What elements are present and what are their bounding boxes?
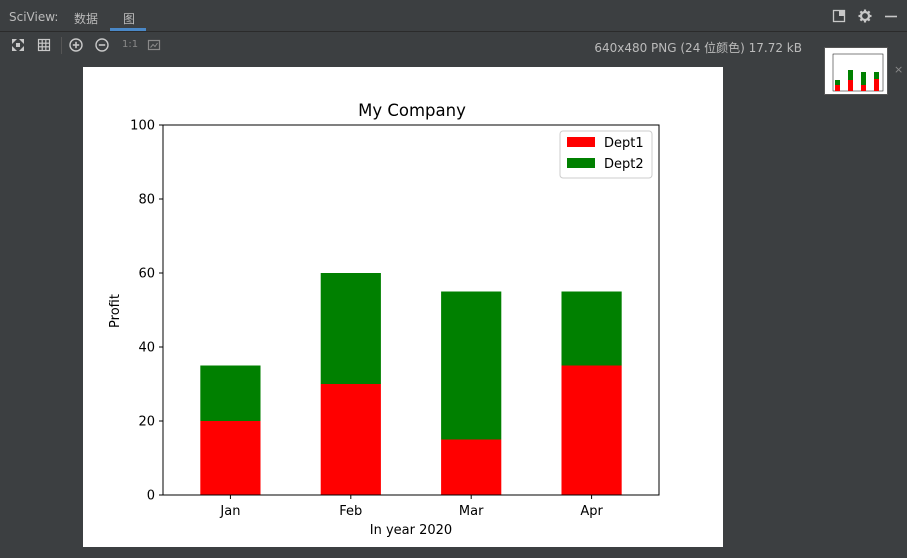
fit-to-window-icon[interactable] [11, 38, 25, 52]
tab-plots[interactable]: 图 [123, 12, 136, 26]
image-toolbar: 1:1 640x480 PNG (24 位颜色) 17.72 kB [0, 33, 907, 59]
stacked-bar-chart: My Company 0 20 40 60 80 100 Jan Feb Mar Apr In … [108, 101, 660, 538]
y-tick-label: 40 [138, 341, 155, 356]
tab-data[interactable]: 数据 [74, 12, 99, 26]
bars-layer [200, 273, 622, 495]
y-axis-label: Profit [108, 294, 123, 328]
legend-label-dept2: Dept2 [604, 157, 644, 172]
image-viewer-canvas[interactable]: My Company 0 20 40 60 80 100 Jan Feb Mar Apr In … [83, 67, 723, 547]
zoom-in-icon[interactable] [69, 38, 83, 52]
plot-frame [162, 124, 660, 496]
legend: Dept1 Dept2 [559, 130, 653, 179]
bar-dept1-apr [561, 365, 622, 495]
y-tick-label: 100 [130, 119, 155, 134]
thumbnail-chart-preview [832, 53, 884, 92]
y-tick-label: 20 [138, 415, 155, 430]
tool-window-title: SciView: [9, 10, 59, 24]
chart-title: My Company [358, 101, 466, 120]
bar-dept2-mar [441, 291, 502, 440]
active-tab-indicator [110, 28, 146, 31]
actual-size-icon[interactable] [147, 38, 161, 52]
legend-swatch-dept1 [567, 137, 595, 147]
x-tick-label: Apr [580, 504, 603, 519]
actual-size-button[interactable]: 1:1 [122, 39, 139, 50]
x-axis: Jan Feb Mar Apr [219, 495, 603, 519]
bar-dept2-feb [320, 273, 381, 384]
bar-dept1-jan [200, 421, 261, 495]
bar-dept2-apr [561, 291, 622, 366]
bar-dept1-mar [441, 439, 502, 495]
image-thumbnail[interactable] [824, 47, 888, 95]
y-tick-label: 80 [138, 193, 155, 208]
bar-dept1-feb [320, 384, 381, 495]
toolbar-separator [61, 37, 62, 54]
close-icon[interactable]: × [894, 63, 904, 76]
zoom-out-icon[interactable] [95, 38, 109, 52]
x-tick-label: Jan [219, 504, 240, 519]
y-tick-label: 0 [147, 489, 155, 504]
x-axis-label: In year 2020 [370, 523, 452, 538]
x-tick-label: Feb [339, 504, 362, 519]
legend-label-dept1: Dept1 [604, 136, 644, 151]
grid-icon[interactable] [37, 38, 51, 52]
image-info-label: 640x480 PNG (24 位颜色) 17.72 kB [594, 41, 802, 55]
x-tick-label: Mar [459, 504, 484, 519]
gear-icon[interactable] [858, 9, 872, 23]
legend-swatch-dept2 [567, 158, 595, 168]
tool-window-header: SciView: 数据 图 [0, 0, 907, 32]
layout-icon[interactable] [832, 9, 846, 23]
y-axis: 0 20 40 60 80 100 [130, 119, 163, 504]
bar-dept2-jan [200, 365, 261, 421]
minimize-icon[interactable] [884, 9, 898, 23]
y-tick-label: 60 [138, 267, 155, 282]
